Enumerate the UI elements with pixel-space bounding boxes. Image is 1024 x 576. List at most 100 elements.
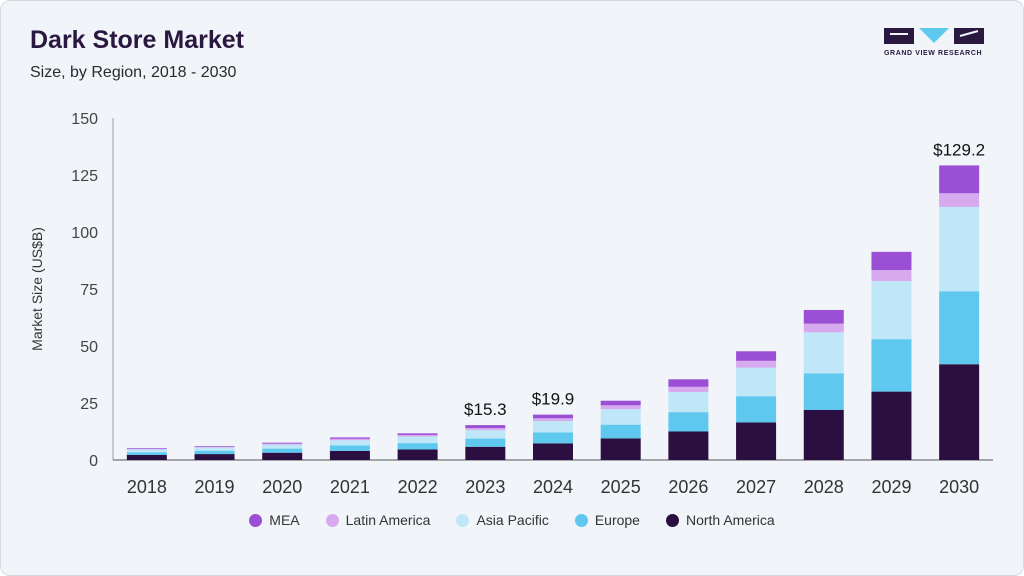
bar-segment-mea <box>533 414 573 419</box>
bar-segment-north-america <box>329 450 370 460</box>
bar-segment-asia-pacific <box>262 444 303 449</box>
bar-segment-latin-america <box>668 386 709 393</box>
bar-segment-europe <box>397 443 438 450</box>
x-tick-label: 2029 <box>871 477 911 497</box>
legend-item: MEA <box>249 512 300 528</box>
bar-segment-latin-america <box>803 323 844 333</box>
logo-text: GRAND VIEW RESEARCH <box>884 50 983 57</box>
bar-segment-asia-pacific <box>397 436 438 444</box>
x-tick-label: 2030 <box>939 477 979 497</box>
legend-swatch <box>456 513 470 527</box>
bar-segment-north-america <box>262 452 303 460</box>
bar-segment-north-america <box>803 409 844 460</box>
bar-segment-latin-america <box>533 418 573 422</box>
bar-segment-north-america <box>533 443 573 460</box>
data-label: $19.9 <box>532 390 575 409</box>
bar-segment-latin-america <box>736 360 777 368</box>
legend-label: North America <box>685 512 775 528</box>
bar-segment-mea <box>736 351 777 361</box>
x-tick-label: 2023 <box>465 477 505 497</box>
bar-segment-europe <box>262 448 303 453</box>
bar-segment-asia-pacific <box>533 421 573 433</box>
y-tick-label: 150 <box>71 111 98 128</box>
y-axis-label: Market Size (US$B) <box>29 227 45 351</box>
bar-segment-north-america <box>194 454 235 460</box>
x-tick-label: 2018 <box>127 477 167 497</box>
bar-segment-mea <box>329 437 370 439</box>
bar-segment-mea <box>871 251 912 271</box>
y-tick-label: 25 <box>80 396 98 413</box>
data-label: $129.2 <box>933 140 985 159</box>
legend-swatch <box>249 513 263 527</box>
bar-segment-europe <box>736 396 777 423</box>
bar-segment-europe <box>533 432 573 444</box>
y-tick-label: 75 <box>80 282 98 299</box>
bar-segment-mea <box>668 379 709 387</box>
bar-segment-asia-pacific <box>871 281 912 340</box>
legend-label: Asia Pacific <box>476 512 549 528</box>
y-tick-label: 50 <box>80 339 98 356</box>
bar-segment-north-america <box>600 438 641 460</box>
legend-item: Latin America <box>325 512 431 528</box>
bar-segment-mea <box>262 442 303 444</box>
x-tick-label: 2025 <box>601 477 641 497</box>
legend: MEA Latin America Asia Pacific Europe North … <box>0 512 1024 528</box>
bar-segment-north-america <box>397 449 438 460</box>
bar-segment-north-america <box>871 391 912 460</box>
bar-segment-latin-america <box>194 446 235 448</box>
bar-segment-mea <box>194 446 235 447</box>
x-tick-label: 2019 <box>195 477 235 497</box>
legend-item: Europe <box>574 512 640 528</box>
bar-segment-north-america <box>465 446 506 460</box>
x-tick-label: 2021 <box>330 477 370 497</box>
bar-segment-asia-pacific <box>668 392 709 413</box>
legend-swatch <box>574 513 588 527</box>
legend-swatch <box>665 513 679 527</box>
bar-segment-north-america <box>126 454 167 460</box>
bar-segment-latin-america <box>397 434 438 437</box>
bar-segment-asia-pacific <box>600 409 641 425</box>
bar-segment-mea <box>465 425 506 429</box>
legend-label: Latin America <box>345 512 431 528</box>
legend-swatch <box>325 513 339 527</box>
bar-segment-latin-america <box>465 428 506 431</box>
bar-segment-europe <box>329 445 370 451</box>
bar-segment-europe <box>668 412 709 432</box>
bar-segment-asia-pacific <box>939 206 980 292</box>
bar-segment-latin-america <box>939 193 980 207</box>
legend-label: Europe <box>594 512 640 528</box>
bar-segment-latin-america <box>871 270 912 282</box>
bar-segment-north-america <box>736 422 777 460</box>
bar-segment-europe <box>194 450 235 455</box>
bar-segment-asia-pacific <box>126 449 167 453</box>
y-tick-label: 0 <box>89 453 98 470</box>
y-tick-label: 100 <box>71 225 98 242</box>
legend-item: North America <box>665 512 775 528</box>
bar-segment-asia-pacific <box>465 430 506 439</box>
bar-segment-mea <box>126 448 167 449</box>
x-tick-label: 2026 <box>668 477 708 497</box>
chart-title: Dark Store Market <box>30 26 244 54</box>
data-label: $15.3 <box>464 400 507 419</box>
bar-segment-asia-pacific <box>736 367 777 397</box>
bar-segment-latin-america <box>262 443 303 445</box>
x-tick-label: 2024 <box>533 477 573 497</box>
grand-view-research-logo <box>884 28 984 44</box>
x-tick-label: 2020 <box>262 477 302 497</box>
legend-item: Asia Pacific <box>456 512 549 528</box>
bar-segment-europe <box>803 373 844 410</box>
bar-segment-north-america <box>668 431 709 460</box>
x-tick-label: 2022 <box>398 477 438 497</box>
legend-label: MEA <box>269 512 300 528</box>
bar-segment-europe <box>126 452 167 455</box>
bar-segment-mea <box>803 309 844 324</box>
x-tick-label: 2027 <box>736 477 776 497</box>
bar-segment-europe <box>465 438 506 447</box>
bar-segment-asia-pacific <box>194 447 235 451</box>
bar-segment-asia-pacific <box>329 440 370 446</box>
bar-segment-mea <box>600 400 641 406</box>
bar-segment-latin-america <box>126 448 167 450</box>
bar-segment-europe <box>600 424 641 439</box>
